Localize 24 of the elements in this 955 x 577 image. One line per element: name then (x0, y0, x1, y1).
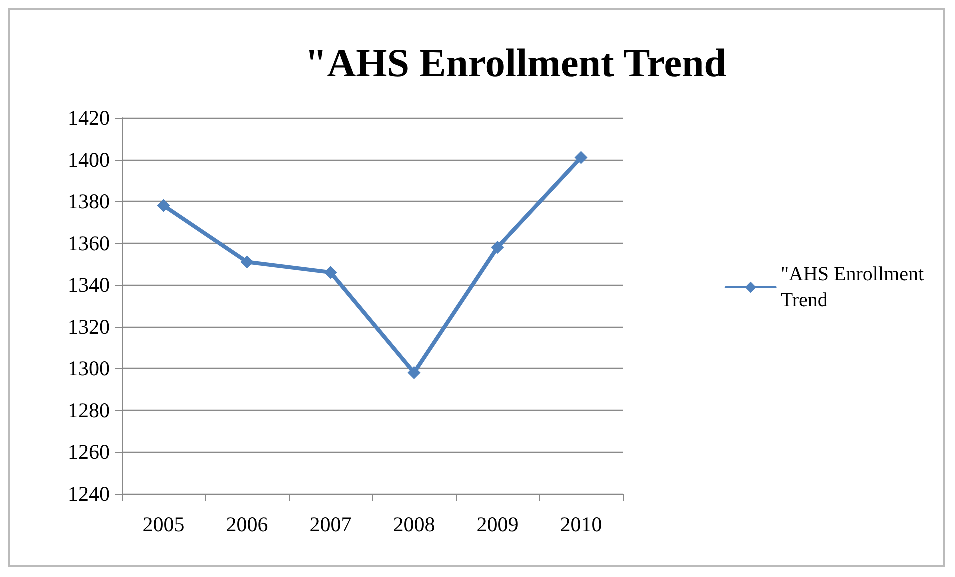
y-tick-label: 1360 (68, 231, 110, 256)
y-tick-label: 1320 (68, 314, 110, 339)
point (491, 241, 504, 254)
point (240, 256, 254, 269)
y-tick-label: 1400 (68, 148, 110, 172)
point (574, 151, 588, 164)
y-tick-label: 1240 (68, 482, 110, 506)
y-tick-label: 1260 (68, 440, 110, 464)
x-tick-label: 2008 (393, 512, 436, 536)
y-tick-label: 1300 (68, 356, 110, 381)
x-tick-label: 2006 (226, 512, 268, 536)
chart-title: "AHS Enrollment Trend (305, 40, 727, 86)
y-tick-label: 1340 (68, 273, 110, 298)
x-tick-label: 2010 (560, 512, 602, 536)
y-tick-label: 1280 (68, 398, 110, 422)
x-tick-label: 2005 (142, 512, 185, 536)
point (157, 199, 170, 212)
x-tick-label: 2009 (476, 512, 519, 536)
y-tick-label: 1380 (68, 190, 110, 214)
point (324, 266, 338, 280)
point (408, 366, 421, 380)
y-tick-label: 1420 (68, 106, 110, 130)
legend-label: "AHS Enrollment Trend (780, 264, 924, 312)
x-tick-label: 2007 (310, 512, 352, 536)
